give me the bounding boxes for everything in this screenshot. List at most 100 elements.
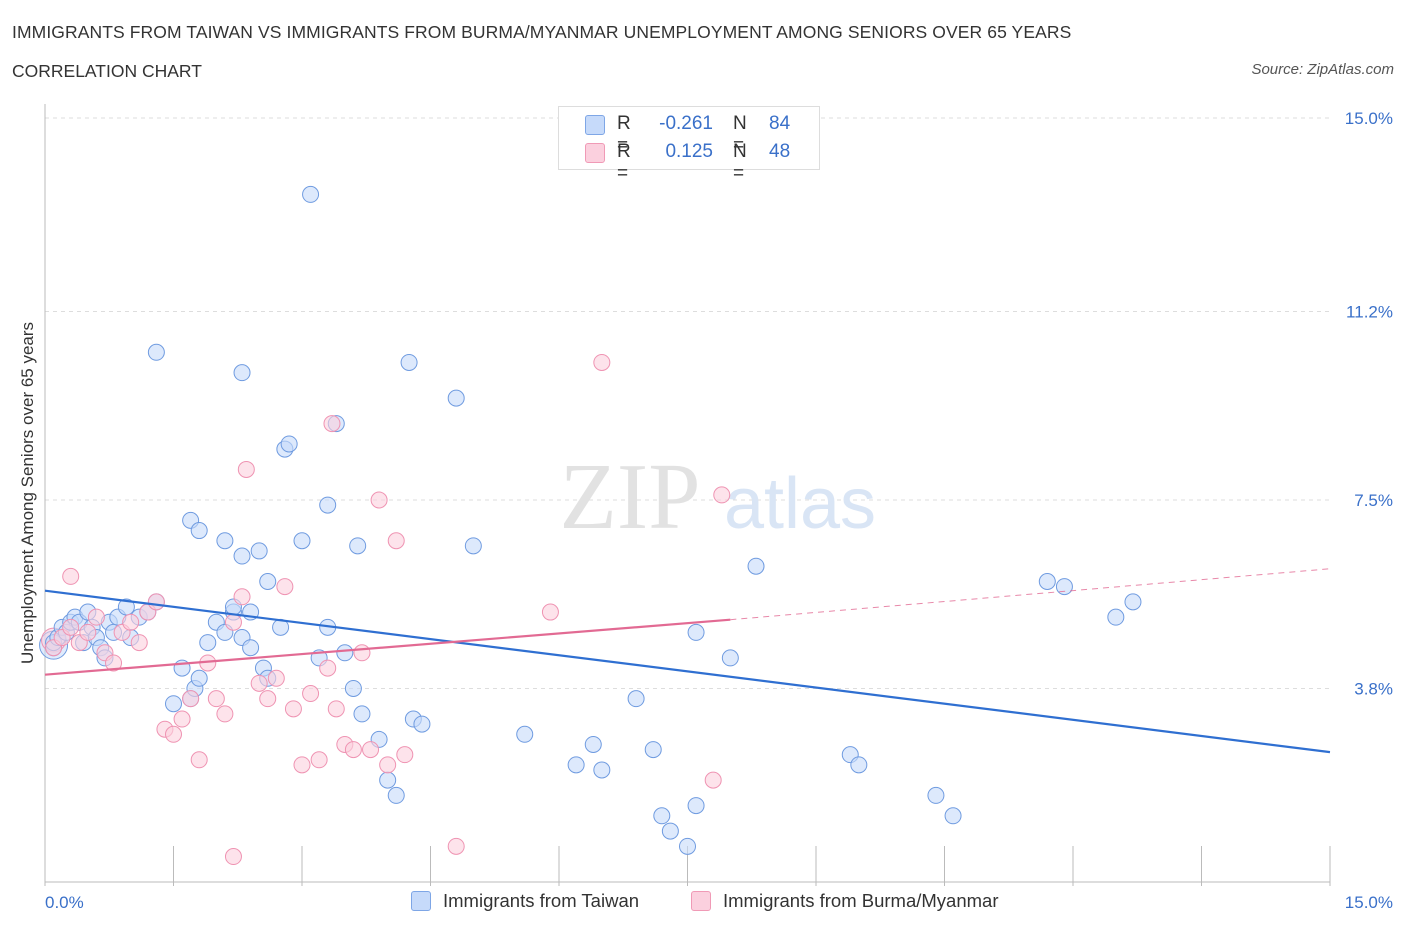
burma-point xyxy=(224,613,242,631)
taiwan-point xyxy=(233,547,251,565)
n-value: 48 xyxy=(769,141,791,162)
taiwan-point xyxy=(850,756,868,774)
taiwan-point xyxy=(250,542,268,560)
taiwan-point xyxy=(233,364,251,382)
burma-point xyxy=(713,486,731,504)
taiwan-point xyxy=(747,557,765,575)
n-label: N = xyxy=(733,113,747,156)
burma-point xyxy=(704,771,722,789)
burma-point xyxy=(370,491,388,509)
r-value: 0.125 xyxy=(665,141,713,162)
taiwan-point xyxy=(1055,578,1073,596)
watermark: ZIP atlas xyxy=(560,445,877,549)
taiwan-point xyxy=(584,735,602,753)
taiwan-point xyxy=(293,532,311,550)
burma-point xyxy=(79,623,97,641)
n-label: N = xyxy=(733,141,747,184)
burma-point xyxy=(130,634,148,652)
taiwan-point xyxy=(464,537,482,555)
burma-point xyxy=(122,613,140,631)
burma-point xyxy=(541,603,559,621)
burma-point xyxy=(87,608,105,626)
taiwan-point xyxy=(259,572,277,590)
taiwan-point xyxy=(165,695,182,713)
burma-point xyxy=(182,690,200,708)
taiwan-point xyxy=(413,715,431,733)
burma-point xyxy=(250,674,268,692)
burma-point xyxy=(276,578,294,596)
burma-point xyxy=(327,700,345,718)
legend-label-taiwan: Immigrants from Taiwan xyxy=(443,890,640,911)
legend-swatch-taiwan xyxy=(585,115,605,135)
taiwan-point xyxy=(944,807,962,825)
watermark-atlas: atlas xyxy=(724,464,876,544)
taiwan-point xyxy=(353,705,371,723)
burma-point xyxy=(593,353,611,371)
burma-point xyxy=(362,741,380,759)
r-value: -0.261 xyxy=(659,113,713,134)
taiwan-point xyxy=(567,756,585,774)
taiwan-point xyxy=(679,837,696,855)
taiwan-point xyxy=(593,761,611,779)
source-label: Source: ZipAtlas.com xyxy=(1251,61,1394,78)
taiwan-point xyxy=(1038,572,1056,590)
taiwan-point xyxy=(644,741,662,759)
taiwan-point xyxy=(147,343,165,361)
y-tick-label: 11.2% xyxy=(1346,303,1393,322)
burma-point xyxy=(323,415,341,433)
legend-swatch-burma xyxy=(691,891,711,911)
n-value: 84 xyxy=(769,113,791,134)
taiwan-point xyxy=(216,532,234,550)
taiwan-point xyxy=(661,822,679,840)
burma-trend-extension xyxy=(730,568,1331,621)
burma-point xyxy=(237,460,255,478)
taiwan-point xyxy=(721,649,739,667)
y-tick-label: 15.0% xyxy=(1345,109,1393,128)
taiwan-point xyxy=(627,690,645,708)
taiwan-point xyxy=(190,669,208,687)
r-label: R = xyxy=(617,113,631,156)
taiwan-point xyxy=(653,807,671,825)
burma-point xyxy=(396,746,414,764)
burma-point xyxy=(233,588,251,606)
burma-point xyxy=(173,710,191,728)
burma-point xyxy=(267,669,285,687)
legend-swatch-taiwan xyxy=(411,891,431,911)
taiwan-point xyxy=(344,679,362,697)
x-tick-label: 15.0% xyxy=(1345,893,1393,912)
y-tick-label: 3.8% xyxy=(1354,679,1393,698)
taiwan-point xyxy=(242,639,260,657)
burma-point xyxy=(105,654,123,672)
burma-point xyxy=(62,567,80,585)
burma-point xyxy=(207,690,225,708)
burma-point xyxy=(447,837,465,855)
chart-title: IMMIGRANTS FROM TAIWAN VS IMMIGRANTS FRO… xyxy=(12,22,1072,42)
watermark-zip: ZIP xyxy=(560,445,701,549)
burma-point xyxy=(190,751,208,769)
taiwan-trend-line xyxy=(44,589,1331,754)
y-tick-label: 7.5% xyxy=(1354,491,1393,510)
burma-point xyxy=(216,705,234,723)
data-points xyxy=(39,185,1142,866)
taiwan-point xyxy=(387,786,405,804)
burma-point xyxy=(165,725,182,743)
burma-point xyxy=(379,756,397,774)
taiwan-point xyxy=(302,185,320,203)
burma-point xyxy=(259,690,277,708)
trend-lines xyxy=(44,568,1331,754)
taiwan-point xyxy=(349,537,367,555)
burma-point xyxy=(302,685,320,703)
burma-point xyxy=(344,741,362,759)
taiwan-point xyxy=(516,725,534,743)
taiwan-point xyxy=(1124,593,1142,611)
taiwan-point xyxy=(1107,608,1125,626)
burma-point xyxy=(147,593,165,611)
burma-point xyxy=(293,756,311,774)
burma-point xyxy=(310,751,328,769)
taiwan-point xyxy=(447,389,465,407)
axes xyxy=(44,104,1331,886)
taiwan-point xyxy=(400,353,418,371)
correlation-legend: R = -0.261 N = 84 R = 0.125 N = 48 xyxy=(558,106,820,184)
burma-point xyxy=(387,532,405,550)
taiwan-point xyxy=(190,522,208,540)
